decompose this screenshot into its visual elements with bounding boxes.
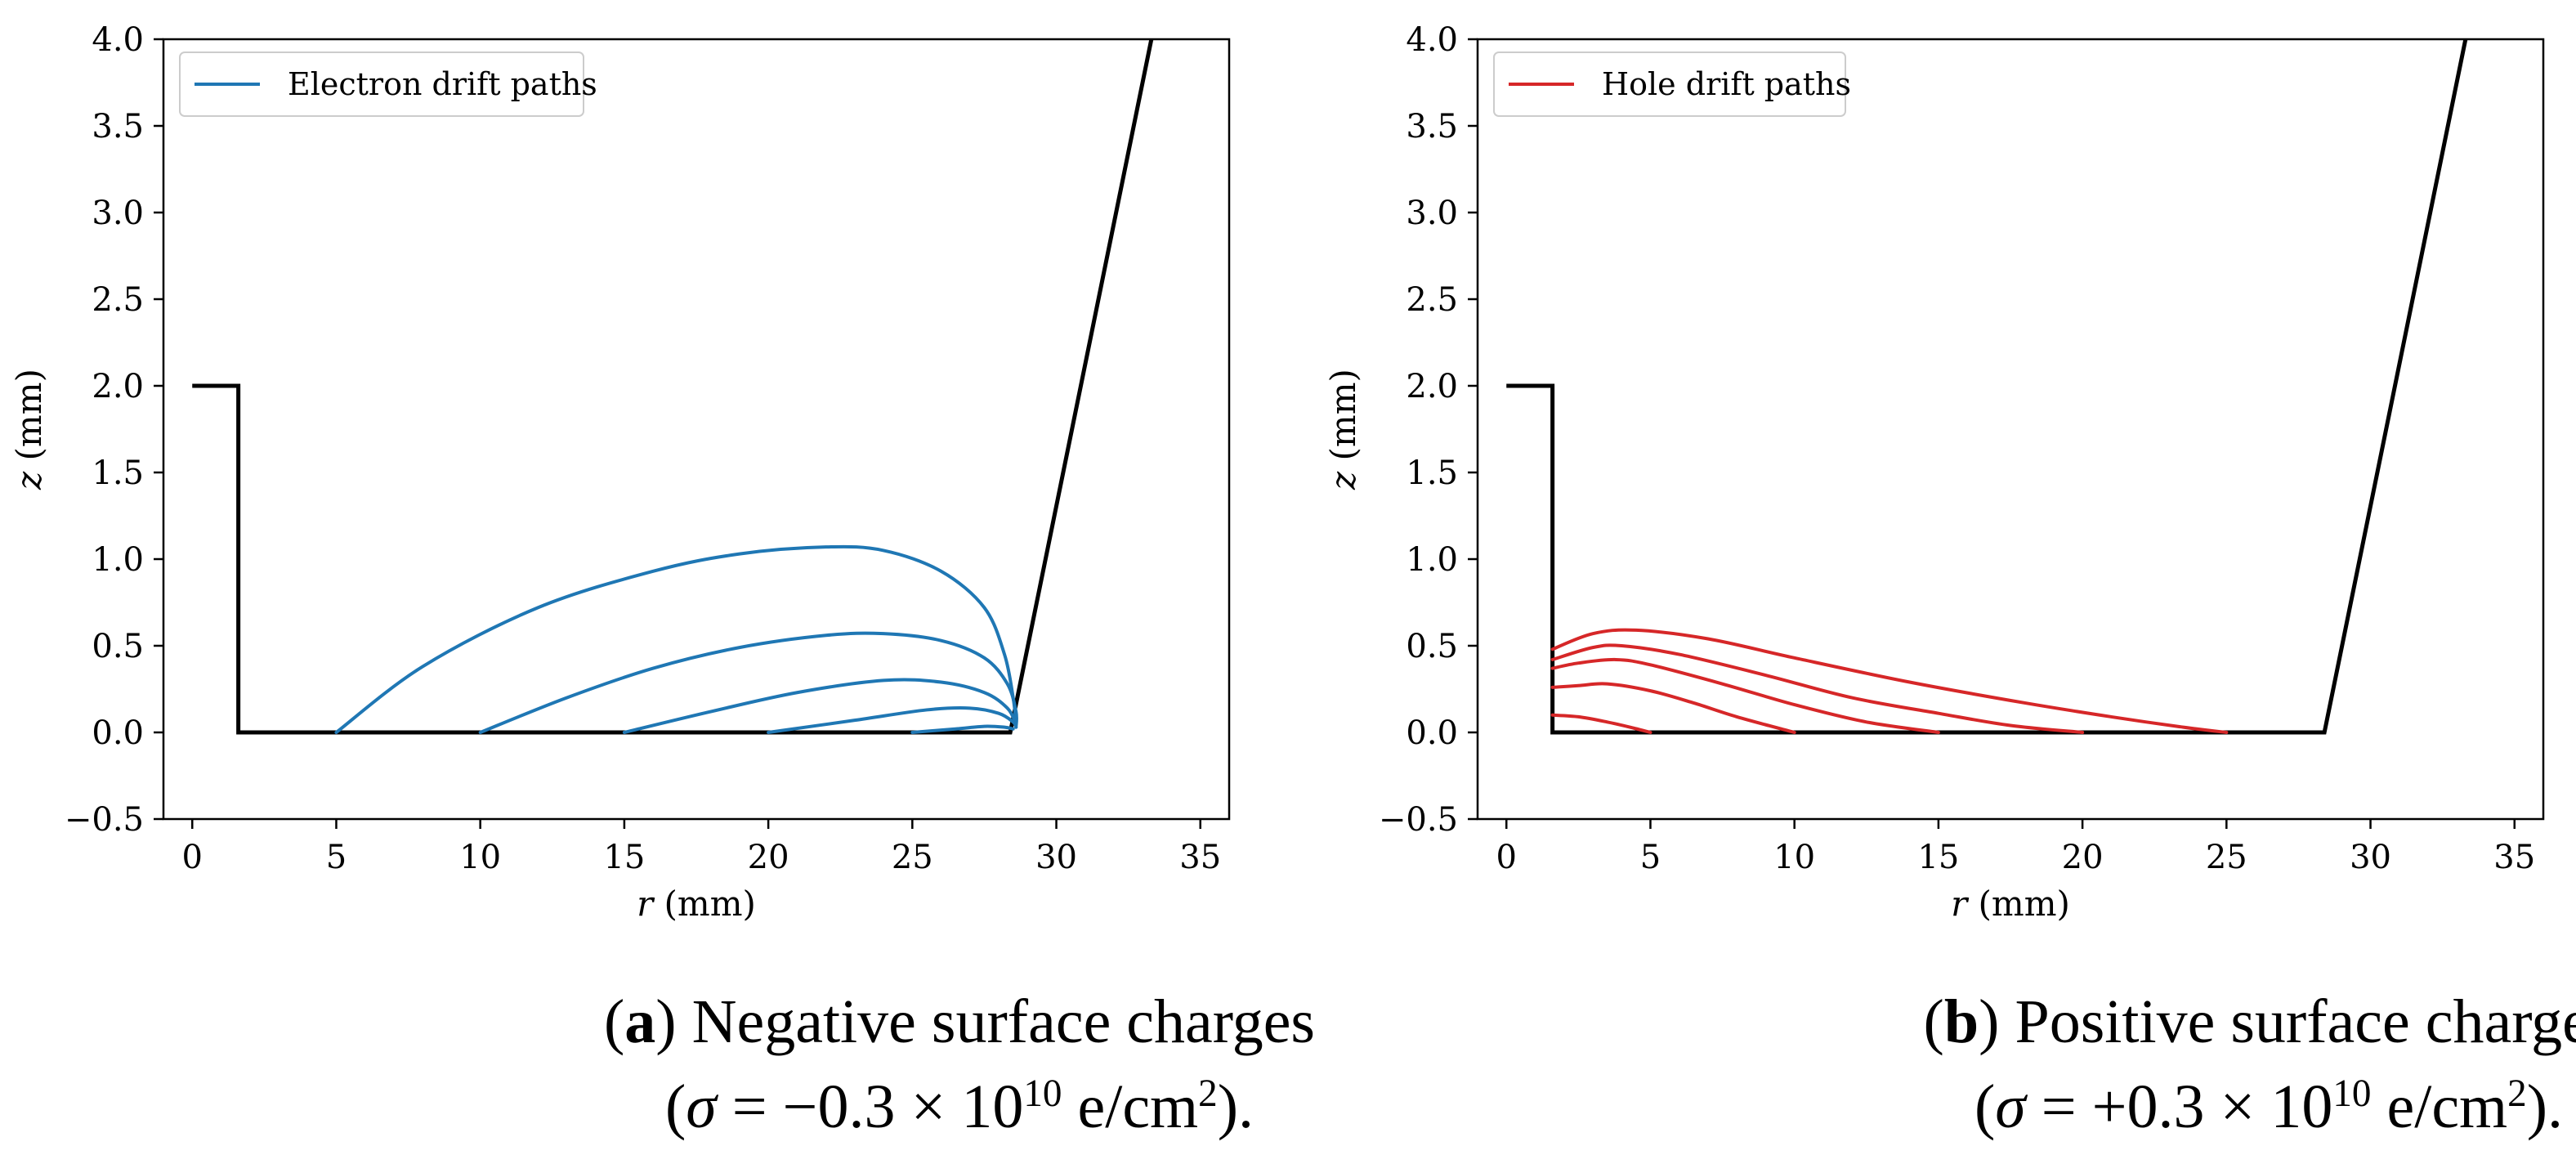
panel-b-ytick-label: 1.0	[1406, 541, 1458, 579]
caption-b-exponent: 10	[2332, 1072, 2372, 1116]
panel-b-yaxis-label-var: z	[1323, 471, 1363, 490]
panel-b-drift-path-4	[1550, 682, 1796, 734]
panel-b-ytick-label: 4.0	[1406, 21, 1458, 59]
panel-a-legend-box	[179, 51, 584, 117]
caption-b-unit: e/cm	[2386, 1072, 2508, 1141]
panel-a-ytick-label: 4.0	[92, 21, 144, 59]
caption-a-line2: (σ = −0.3 × 1010 e/cm2).	[664, 1072, 1254, 1141]
caption-a-sigma-sign: −	[782, 1072, 818, 1141]
panel-a-xaxis-label-var: r	[637, 884, 655, 924]
panel-b-xaxis-label-var: r	[1951, 884, 1970, 924]
caption-a-letter: a	[624, 987, 656, 1056]
panel-a-detector-boundary	[192, 38, 1154, 735]
caption-a-line1: (a) Negative surface charges	[603, 987, 1316, 1056]
panel-b-xtick-label: 25	[2206, 839, 2247, 876]
panel-b-ytick-label: 1.5	[1406, 454, 1458, 492]
panel-b-xaxis-label-unit: (mm)	[1967, 884, 2070, 924]
panel-b-yaxis-label: z (mm)	[1323, 369, 1363, 490]
caption-b-unit-exponent: 2	[2507, 1072, 2527, 1116]
caption-a-exponent: 10	[1023, 1072, 1062, 1116]
panel-a-xtick-label: 25	[892, 839, 933, 876]
panel-a-yaxis-label-var: z	[9, 471, 49, 490]
caption-b: (b) Positive surface charges (σ = +0.3 ×…	[1697, 979, 2576, 1157]
panel-b-ytick-label: 2.5	[1406, 281, 1458, 319]
panel-a-yaxis-label-unit: (mm)	[9, 369, 49, 472]
panel-a-ytick-label: −0.5	[65, 801, 144, 839]
panel-a-drift-path-4	[767, 706, 1018, 734]
caption-b-sigma-sign: +	[2091, 1072, 2127, 1141]
panel-b-legend-box	[1493, 51, 1846, 117]
panel-a-yaxis-label: z (mm)	[9, 369, 49, 490]
panel-a-ytick-label: 1.0	[92, 541, 144, 579]
panel-a-xtick-label: 35	[1179, 839, 1221, 876]
panel-a-xtick-label: 30	[1035, 839, 1077, 876]
panel-a-xaxis-label: r (mm)	[637, 884, 756, 924]
panel-a-ytick-label: 3.5	[92, 108, 144, 146]
panel-b-legend-label: Hole drift paths	[1602, 66, 1851, 102]
caption-a-title: Negative surface charges	[691, 987, 1316, 1056]
caption-b-line2: (σ = +0.3 × 1010 e/cm2).	[1974, 1072, 2564, 1141]
panel-a-xtick-label: 15	[603, 839, 645, 876]
panel-b-detector-boundary	[1506, 38, 2468, 735]
panel-b-yaxis-label-unit: (mm)	[1323, 369, 1363, 472]
panel-b-drift-path-5	[1550, 713, 1652, 734]
panel-b-ytick-label: 2.0	[1406, 368, 1458, 405]
panel-b-xtick-label: 10	[1773, 839, 1815, 876]
panel-a-chart: 0 5 10 15 20 25 30 35 −0.5 0.0 0.5 1.0 1.5 2.0 2.5 3.0 3…	[9, 21, 1231, 924]
caption-b-line1: (b) Positive surface charges	[1697, 979, 2576, 1064]
caption-a-sigma-value: 0.3 × 10	[817, 1072, 1024, 1141]
panel-b-drift-path-2	[1550, 643, 2085, 734]
caption-a: (a) Negative surface charges (σ = −0.3 ×…	[387, 979, 1532, 1157]
caption-b-sigma-value: 0.3 × 10	[2127, 1072, 2333, 1141]
panel-a-xtick-label: 10	[459, 839, 501, 876]
panel-b-xtick-label: 0	[1496, 839, 1517, 876]
panel-a-ytick-label: 2.5	[92, 281, 144, 319]
panel-a-ytick-label: 0.0	[92, 714, 144, 752]
panel-b-ytick-label: 3.0	[1406, 195, 1458, 232]
panel-b-axes-frame	[1476, 38, 2545, 821]
panel-b-ytick-label: −0.5	[1379, 801, 1458, 839]
panel-a-xtick-label: 20	[748, 839, 789, 876]
panel-b-xtick-label: 30	[2350, 839, 2391, 876]
panel-b-xtick-label: 5	[1640, 839, 1661, 876]
panel-a-ytick-label: 0.5	[92, 628, 144, 665]
panel-a-xtick-label: 0	[182, 839, 203, 876]
panel-a-xaxis-label-unit: (mm)	[653, 884, 756, 924]
panel-a-drift-path-5	[910, 724, 1015, 734]
panel-a-ytick-label: 3.0	[92, 195, 144, 232]
panel-a-drift-path-3	[622, 678, 1018, 734]
panel-b-chart: 0 5 10 15 20 25 30 35 −0.5 0.0 0.5 1.0 1.5 2.0 2.5 3.0 3…	[1323, 21, 2545, 924]
panel-a-drift-path-2	[478, 631, 1018, 734]
panel-a-xtick-label: 5	[326, 839, 347, 876]
panel-a-axes-frame	[162, 38, 1231, 821]
panel-b-ytick-label: 0.5	[1406, 628, 1458, 665]
panel-b-drift-path-3	[1550, 657, 1940, 734]
panel-b-ytick-label: 3.5	[1406, 108, 1458, 146]
panel-a-ytick-label: 1.5	[92, 454, 144, 492]
panel-b-xtick-label: 35	[2493, 839, 2535, 876]
panel-a-ytick-label: 2.0	[92, 368, 144, 405]
caption-a-unit-exponent: 2	[1198, 1072, 1218, 1116]
panel-a-legend-label: Electron drift paths	[288, 66, 597, 102]
caption-b-letter: b	[1943, 987, 1979, 1056]
panel-a-drift-path-1	[334, 544, 1018, 734]
caption-a-unit: e/cm	[1077, 1072, 1199, 1141]
caption-b-title: Positive surface charges	[2015, 987, 2576, 1056]
panel-b-xaxis-label: r (mm)	[1951, 884, 2070, 924]
panel-b-ytick-label: 0.0	[1406, 714, 1458, 752]
panel-b-xtick-label: 20	[2062, 839, 2104, 876]
panel-b-drift-path-1	[1550, 628, 2229, 734]
panel-b-xtick-label: 15	[1917, 839, 1959, 876]
